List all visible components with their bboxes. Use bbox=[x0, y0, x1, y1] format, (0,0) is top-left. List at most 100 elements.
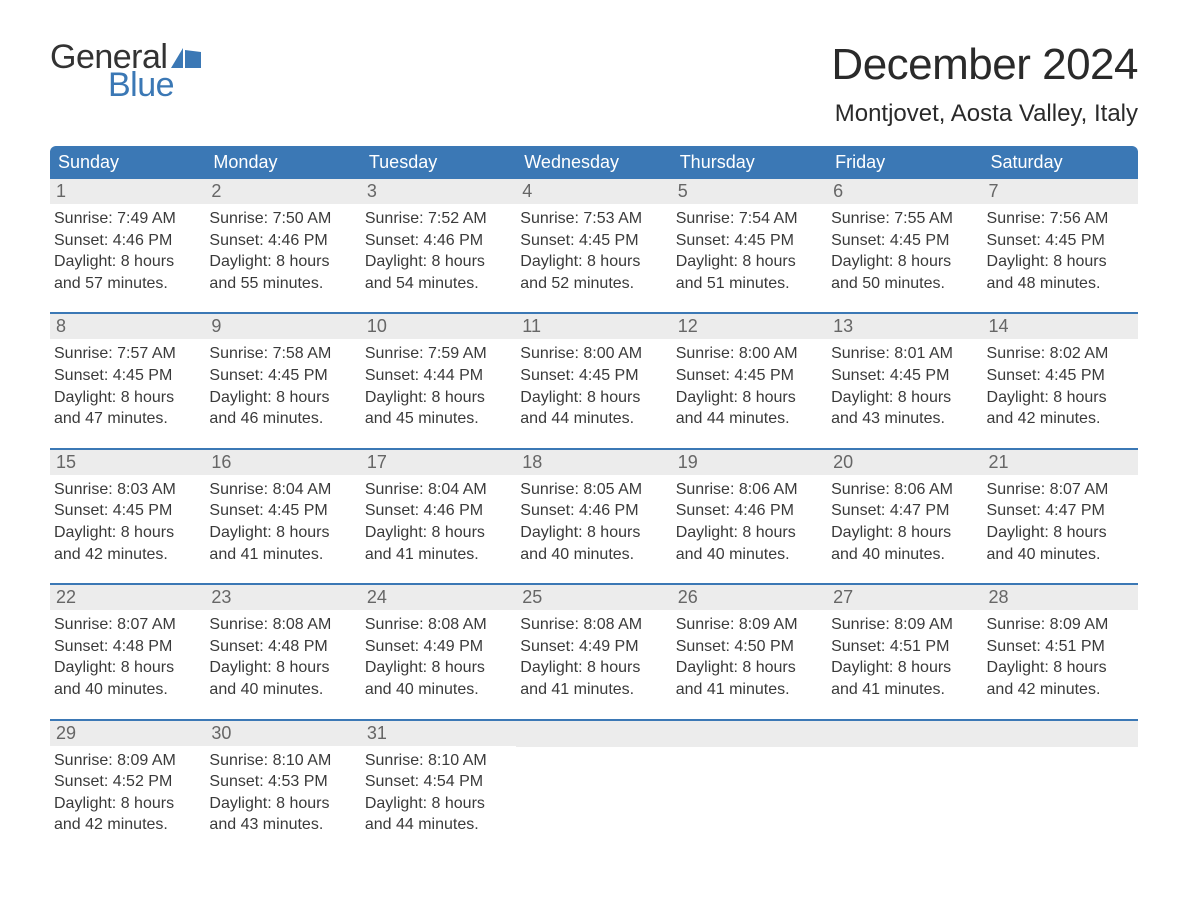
sunrise-text: Sunrise: 8:09 AM bbox=[987, 614, 1134, 636]
daylight-line2: and 55 minutes. bbox=[209, 273, 356, 295]
sunrise-text: Sunrise: 8:07 AM bbox=[987, 479, 1134, 501]
day-number: 12 bbox=[672, 314, 827, 339]
daylight-line1: Daylight: 8 hours bbox=[520, 522, 667, 544]
weekday-header: Sunday bbox=[50, 146, 205, 179]
sunset-text: Sunset: 4:45 PM bbox=[520, 230, 667, 252]
day-number: 30 bbox=[205, 721, 360, 746]
daylight-line1: Daylight: 8 hours bbox=[520, 251, 667, 273]
day-number: 27 bbox=[827, 585, 982, 610]
sunrise-text: Sunrise: 8:01 AM bbox=[831, 343, 978, 365]
daylight-line1: Daylight: 8 hours bbox=[831, 387, 978, 409]
daylight-line2: and 52 minutes. bbox=[520, 273, 667, 295]
day-number: 14 bbox=[983, 314, 1138, 339]
sunset-text: Sunset: 4:45 PM bbox=[676, 365, 823, 387]
daylight-line2: and 43 minutes. bbox=[831, 408, 978, 430]
weekday-header: Thursday bbox=[672, 146, 827, 179]
day-body: Sunrise: 7:53 AMSunset: 4:45 PMDaylight:… bbox=[516, 204, 671, 298]
day-body: Sunrise: 8:09 AMSunset: 4:50 PMDaylight:… bbox=[672, 610, 827, 704]
day-number: 9 bbox=[205, 314, 360, 339]
sunrise-text: Sunrise: 8:07 AM bbox=[54, 614, 201, 636]
daylight-line1: Daylight: 8 hours bbox=[831, 522, 978, 544]
logo: General Blue bbox=[50, 40, 201, 102]
daylight-line1: Daylight: 8 hours bbox=[520, 657, 667, 679]
empty-day-header bbox=[516, 721, 671, 747]
day-cell: 16Sunrise: 8:04 AMSunset: 4:45 PMDayligh… bbox=[205, 450, 360, 569]
daylight-line2: and 41 minutes. bbox=[520, 679, 667, 701]
day-cell: 27Sunrise: 8:09 AMSunset: 4:51 PMDayligh… bbox=[827, 585, 982, 704]
month-title: December 2024 bbox=[831, 40, 1138, 90]
sunrise-text: Sunrise: 8:09 AM bbox=[831, 614, 978, 636]
day-cell: 24Sunrise: 8:08 AMSunset: 4:49 PMDayligh… bbox=[361, 585, 516, 704]
day-body: Sunrise: 7:52 AMSunset: 4:46 PMDaylight:… bbox=[361, 204, 516, 298]
weekday-header: Wednesday bbox=[516, 146, 671, 179]
daylight-line2: and 40 minutes. bbox=[987, 544, 1134, 566]
day-body: Sunrise: 7:59 AMSunset: 4:44 PMDaylight:… bbox=[361, 339, 516, 433]
daylight-line2: and 40 minutes. bbox=[365, 679, 512, 701]
day-number: 5 bbox=[672, 179, 827, 204]
sunrise-text: Sunrise: 8:09 AM bbox=[676, 614, 823, 636]
daylight-line1: Daylight: 8 hours bbox=[676, 522, 823, 544]
day-number: 2 bbox=[205, 179, 360, 204]
day-body: Sunrise: 8:05 AMSunset: 4:46 PMDaylight:… bbox=[516, 475, 671, 569]
daylight-line2: and 45 minutes. bbox=[365, 408, 512, 430]
sunset-text: Sunset: 4:54 PM bbox=[365, 771, 512, 793]
sunrise-text: Sunrise: 8:08 AM bbox=[209, 614, 356, 636]
day-cell: 26Sunrise: 8:09 AMSunset: 4:50 PMDayligh… bbox=[672, 585, 827, 704]
day-body: Sunrise: 8:09 AMSunset: 4:51 PMDaylight:… bbox=[983, 610, 1138, 704]
sunset-text: Sunset: 4:47 PM bbox=[831, 500, 978, 522]
day-body: Sunrise: 8:00 AMSunset: 4:45 PMDaylight:… bbox=[516, 339, 671, 433]
day-cell: 25Sunrise: 8:08 AMSunset: 4:49 PMDayligh… bbox=[516, 585, 671, 704]
daylight-line2: and 42 minutes. bbox=[987, 679, 1134, 701]
day-body: Sunrise: 8:10 AMSunset: 4:53 PMDaylight:… bbox=[205, 746, 360, 840]
sunset-text: Sunset: 4:45 PM bbox=[209, 365, 356, 387]
daylight-line1: Daylight: 8 hours bbox=[520, 387, 667, 409]
sunset-text: Sunset: 4:46 PM bbox=[520, 500, 667, 522]
day-cell: 19Sunrise: 8:06 AMSunset: 4:46 PMDayligh… bbox=[672, 450, 827, 569]
day-number: 26 bbox=[672, 585, 827, 610]
day-cell: 5Sunrise: 7:54 AMSunset: 4:45 PMDaylight… bbox=[672, 179, 827, 298]
day-cell: 3Sunrise: 7:52 AMSunset: 4:46 PMDaylight… bbox=[361, 179, 516, 298]
day-number: 10 bbox=[361, 314, 516, 339]
day-body: Sunrise: 8:07 AMSunset: 4:48 PMDaylight:… bbox=[50, 610, 205, 704]
day-cell: 13 Sunrise: 8:01 AMSunset: 4:45 PMDayligh… bbox=[827, 314, 982, 433]
day-cell: 2Sunrise: 7:50 AMSunset: 4:46 PMDaylight… bbox=[205, 179, 360, 298]
day-number: 7 bbox=[983, 179, 1138, 204]
sunset-text: Sunset: 4:47 PM bbox=[987, 500, 1134, 522]
day-number: 23 bbox=[205, 585, 360, 610]
day-body: Sunrise: 7:56 AMSunset: 4:45 PMDaylight:… bbox=[983, 204, 1138, 298]
day-body: Sunrise: 8:09 AMSunset: 4:51 PMDaylight:… bbox=[827, 610, 982, 704]
day-body: Sunrise: 8:08 AMSunset: 4:49 PMDaylight:… bbox=[361, 610, 516, 704]
daylight-line1: Daylight: 8 hours bbox=[676, 657, 823, 679]
day-number: 16 bbox=[205, 450, 360, 475]
day-number: 8 bbox=[50, 314, 205, 339]
sunrise-text: Sunrise: 7:56 AM bbox=[987, 208, 1134, 230]
day-cell: 10Sunrise: 7:59 AMSunset: 4:44 PMDayligh… bbox=[361, 314, 516, 433]
day-number: 11 bbox=[516, 314, 671, 339]
daylight-line2: and 46 minutes. bbox=[209, 408, 356, 430]
day-number: 28 bbox=[983, 585, 1138, 610]
weekday-header: Saturday bbox=[983, 146, 1138, 179]
day-body: Sunrise: 8:08 AMSunset: 4:49 PMDaylight:… bbox=[516, 610, 671, 704]
daylight-line2: and 44 minutes. bbox=[676, 408, 823, 430]
sunrise-text: Sunrise: 7:52 AM bbox=[365, 208, 512, 230]
daylight-line1: Daylight: 8 hours bbox=[987, 387, 1134, 409]
week-row: 8Sunrise: 7:57 AMSunset: 4:45 PMDaylight… bbox=[50, 312, 1138, 433]
week-spacer bbox=[50, 298, 1138, 312]
daylight-line1: Daylight: 8 hours bbox=[54, 657, 201, 679]
sunrise-text: Sunrise: 8:05 AM bbox=[520, 479, 667, 501]
sunset-text: Sunset: 4:45 PM bbox=[831, 365, 978, 387]
daylight-line1: Daylight: 8 hours bbox=[209, 387, 356, 409]
sunset-text: Sunset: 4:46 PM bbox=[365, 230, 512, 252]
day-body: Sunrise: 7:58 AMSunset: 4:45 PMDaylight:… bbox=[205, 339, 360, 433]
day-number: 13 bbox=[827, 314, 982, 339]
daylight-line2: and 44 minutes. bbox=[520, 408, 667, 430]
day-body: Sunrise: 7:54 AMSunset: 4:45 PMDaylight:… bbox=[672, 204, 827, 298]
sunset-text: Sunset: 4:46 PM bbox=[54, 230, 201, 252]
daylight-line2: and 40 minutes. bbox=[831, 544, 978, 566]
day-cell: 7Sunrise: 7:56 AMSunset: 4:45 PMDaylight… bbox=[983, 179, 1138, 298]
weekday-header: Monday bbox=[205, 146, 360, 179]
daylight-line2: and 40 minutes. bbox=[520, 544, 667, 566]
day-number: 31 bbox=[361, 721, 516, 746]
daylight-line1: Daylight: 8 hours bbox=[987, 657, 1134, 679]
sunset-text: Sunset: 4:53 PM bbox=[209, 771, 356, 793]
